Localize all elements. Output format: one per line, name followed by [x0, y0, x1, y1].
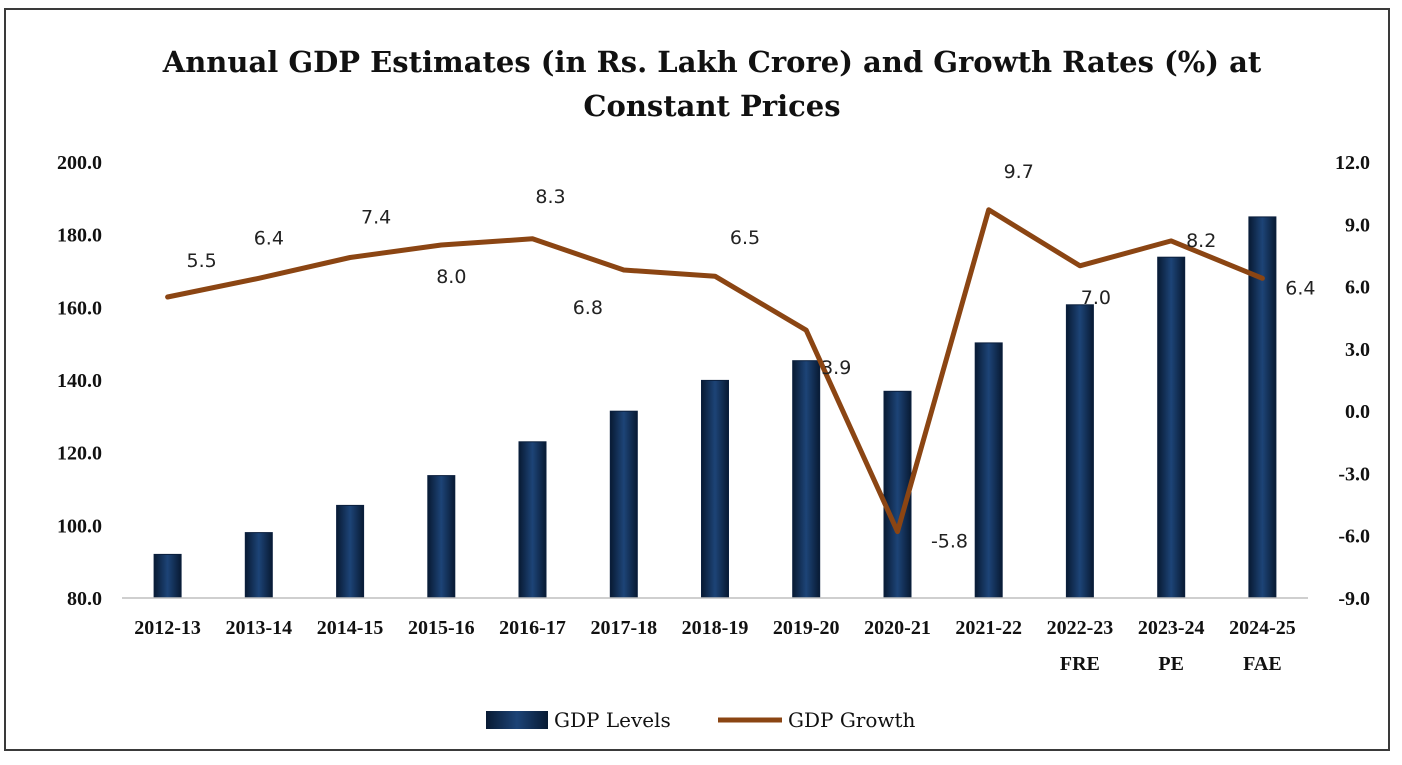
x-axis-category-label: 2020-21	[864, 617, 931, 639]
bar-2014-15	[336, 504, 365, 599]
x-axis-category-label: 2021-22	[955, 617, 1022, 639]
bar-2013-14	[244, 532, 273, 599]
right-axis-tick-label: -9.0	[1338, 588, 1370, 610]
right-axis-tick-label: 6.0	[1345, 277, 1370, 299]
left-axis-tick-label: 160.0	[57, 297, 102, 319]
right-axis-tick-label: 12.0	[1335, 152, 1370, 174]
chart-canvas: Annual GDP Estimates (in Rs. Lakh Crore)…	[57, 45, 1370, 732]
x-axis-category-sublabel: FRE	[1060, 653, 1100, 675]
bar-2022-23	[1065, 304, 1094, 599]
growth-data-label: 9.7	[1004, 161, 1034, 183]
data-labels: 5.5 6.4 7.4 8.0 8.3 6.8 6.5 3.9 -5.8 9.7 7.0 8.2 6.4	[186, 161, 1315, 553]
bar-2017-18	[609, 410, 638, 599]
growth-data-label: 6.5	[730, 227, 760, 249]
right-axis-tick-label: 3.0	[1345, 339, 1370, 361]
right-axis-tick-label: -6.0	[1338, 526, 1370, 548]
x-axis-category-label: 2022-23	[1047, 617, 1114, 639]
x-axis-category-label: 2024-25	[1229, 617, 1296, 639]
bar-2015-16	[427, 475, 456, 599]
x-axis-category-label: 2019-20	[773, 617, 840, 639]
left-axis-tick-label: 200.0	[57, 152, 102, 174]
growth-data-label: 6.4	[254, 227, 284, 249]
x-axis-category-label: 2023-24	[1138, 617, 1205, 639]
chart-title: Annual GDP Estimates (in Rs. Lakh Crore)…	[162, 45, 1262, 79]
x-axis-category-label: 2012-13	[134, 617, 201, 639]
x-axis-category-label: 2013-14	[225, 617, 292, 639]
right-axis-tick-label: 0.0	[1345, 401, 1370, 423]
axes: 80.0 100.0 120.0 140.0 160.0 180.0 200.0 -9.0 -6…	[57, 152, 1370, 675]
legend: GDP Levels GDP Growth	[486, 708, 916, 732]
legend-label-gdp-growth: GDP Growth	[788, 708, 916, 732]
legend-label-gdp-levels: GDP Levels	[554, 708, 671, 732]
x-axis-category-label: 2018-19	[682, 617, 749, 639]
legend-swatch-gdp-levels	[486, 711, 548, 729]
right-axis-tick-label: -3.0	[1338, 463, 1370, 485]
bar-series-gdp-levels	[153, 216, 1277, 599]
growth-data-label: 6.4	[1285, 277, 1315, 299]
x-axis-category-sublabel: PE	[1158, 653, 1184, 675]
chart-frame: Annual GDP Estimates (in Rs. Lakh Crore)…	[4, 8, 1390, 751]
bar-2016-17	[518, 441, 547, 599]
line-series-gdp-growth	[165, 207, 1265, 535]
bar-2019-20	[792, 360, 821, 599]
growth-data-label: 7.0	[1081, 287, 1111, 309]
growth-data-label: 8.0	[436, 266, 466, 288]
growth-data-label: 8.2	[1186, 230, 1216, 252]
x-axis-category-label: 2016-17	[499, 617, 566, 639]
left-axis-tick-label: 140.0	[57, 370, 102, 392]
chart-title-line2: Constant Prices	[583, 89, 840, 123]
growth-data-label: -5.8	[931, 531, 968, 553]
growth-line	[165, 207, 1265, 535]
x-axis-category-sublabel: FAE	[1243, 653, 1282, 675]
bar-2018-19	[701, 379, 729, 599]
growth-data-label: 5.5	[186, 250, 216, 272]
left-axis-tick-label: 180.0	[57, 225, 102, 247]
bar-2023-24	[1157, 256, 1186, 599]
right-axis-tick-label: 9.0	[1345, 214, 1370, 236]
growth-data-label: 6.8	[573, 297, 603, 319]
bar-2021-22	[974, 342, 1003, 599]
growth-data-label: 3.9	[821, 357, 851, 379]
x-axis-category-label: 2014-15	[317, 617, 384, 639]
left-axis-tick-label: 120.0	[57, 443, 102, 465]
growth-data-label: 8.3	[535, 186, 565, 208]
x-axis-category-label: 2015-16	[408, 617, 475, 639]
left-axis-tick-label: 80.0	[67, 588, 102, 610]
bar-2012-13	[153, 553, 182, 599]
growth-data-label: 7.4	[361, 207, 391, 229]
left-axis-tick-label: 100.0	[57, 515, 102, 537]
x-axis-category-label: 2017-18	[590, 617, 657, 639]
